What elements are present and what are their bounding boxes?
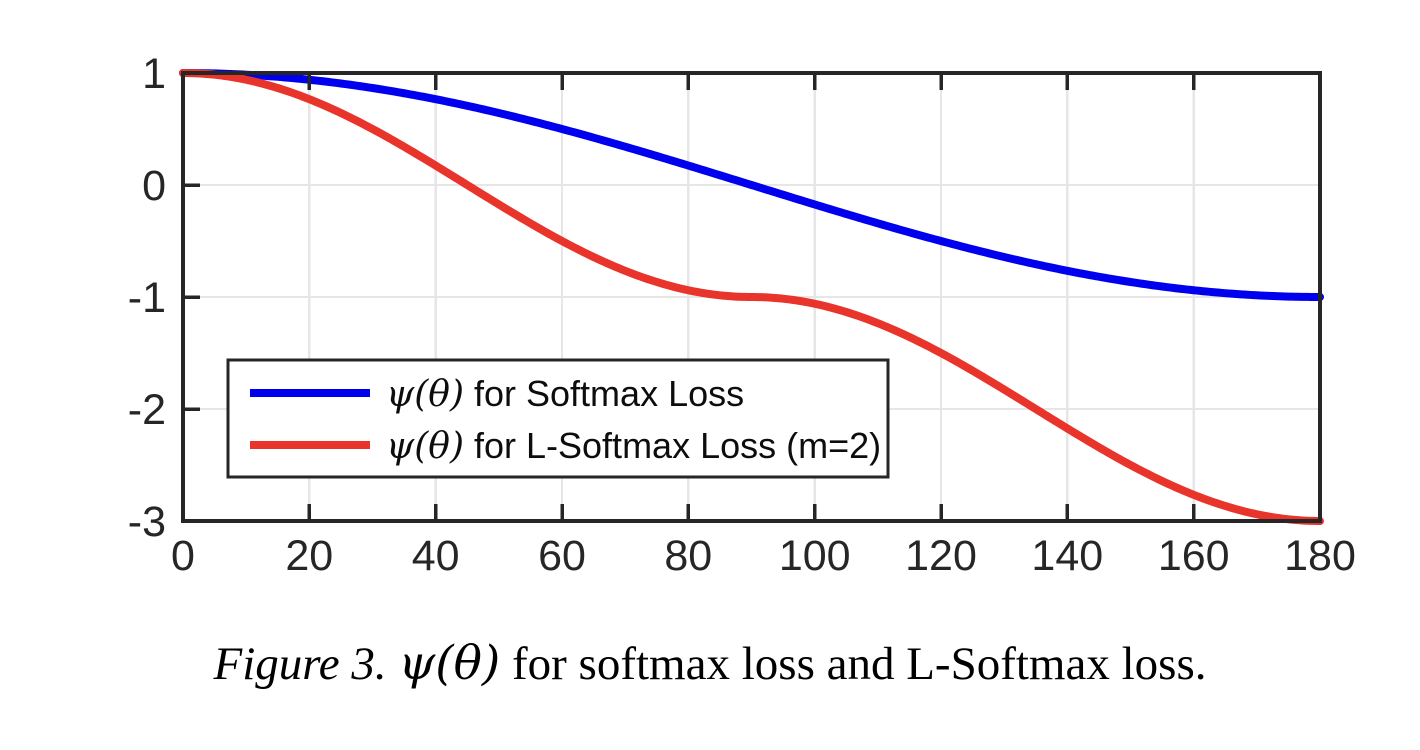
chart-figure: 1 0 -1 -2 -3 0 20 40 60 80 100 120 140 1…	[128, 50, 1356, 580]
caption-psi-symbol: ψ(θ)	[398, 636, 501, 691]
axis-ticks	[183, 73, 1196, 521]
figure-caption: Figure 3. ψ(θ) for softmax loss and L-So…	[0, 636, 1420, 692]
legend-label-lsoftmax-text: for L-Softmax Loss (m=2)	[464, 425, 881, 466]
y-axis-tick-labels: 1 0 -1 -2 -3	[128, 50, 166, 546]
x-tick-label: 120	[905, 532, 977, 580]
y-tick-label: -1	[128, 274, 166, 322]
y-tick-label: -2	[128, 386, 166, 434]
figure-number-label: Figure 3.	[213, 638, 387, 690]
x-tick-label: 20	[285, 532, 333, 580]
x-tick-label: 0	[171, 532, 195, 580]
series-line-softmax-loss	[179, 69, 1324, 301]
legend-label-softmax: ψ(θ) for Softmax Loss	[386, 373, 744, 415]
x-tick-label: 60	[538, 532, 586, 580]
x-tick-label: 180	[1284, 532, 1356, 580]
legend-label-softmax-text: for Softmax Loss	[464, 373, 744, 414]
y-tick-label: 1	[142, 50, 166, 98]
x-tick-label: 140	[1031, 532, 1103, 580]
y-tick-label: 0	[142, 162, 166, 210]
legend-background	[226, 358, 890, 479]
series-line-lsoftmax-loss	[179, 69, 1324, 525]
axes-frame	[181, 71, 1322, 523]
x-tick-label: 40	[412, 532, 460, 580]
psi-theta-line-chart: 1 0 -1 -2 -3 0 20 40 60 80 100 120 140 1…	[128, 50, 1356, 580]
chart-legend[interactable]: ψ(θ) for Softmax Loss ψ(θ) for L-Softmax…	[226, 358, 890, 479]
caption-space	[387, 638, 399, 690]
y-tick-label: -3	[128, 498, 166, 546]
series-group	[179, 69, 1324, 525]
x-tick-label: 100	[779, 532, 851, 580]
legend-psi-symbol: ψ(θ)	[386, 426, 464, 467]
x-tick-label: 160	[1158, 532, 1230, 580]
x-tick-label: 80	[664, 532, 712, 580]
legend-label-lsoftmax: ψ(θ) for L-Softmax Loss (m=2)	[386, 425, 881, 467]
x-axis-tick-labels: 0 20 40 60 80 100 120 140 160 180	[171, 532, 1356, 580]
legend-psi-symbol: ψ(θ)	[386, 374, 464, 415]
caption-text: for softmax loss and L-Softmax loss.	[500, 638, 1207, 690]
